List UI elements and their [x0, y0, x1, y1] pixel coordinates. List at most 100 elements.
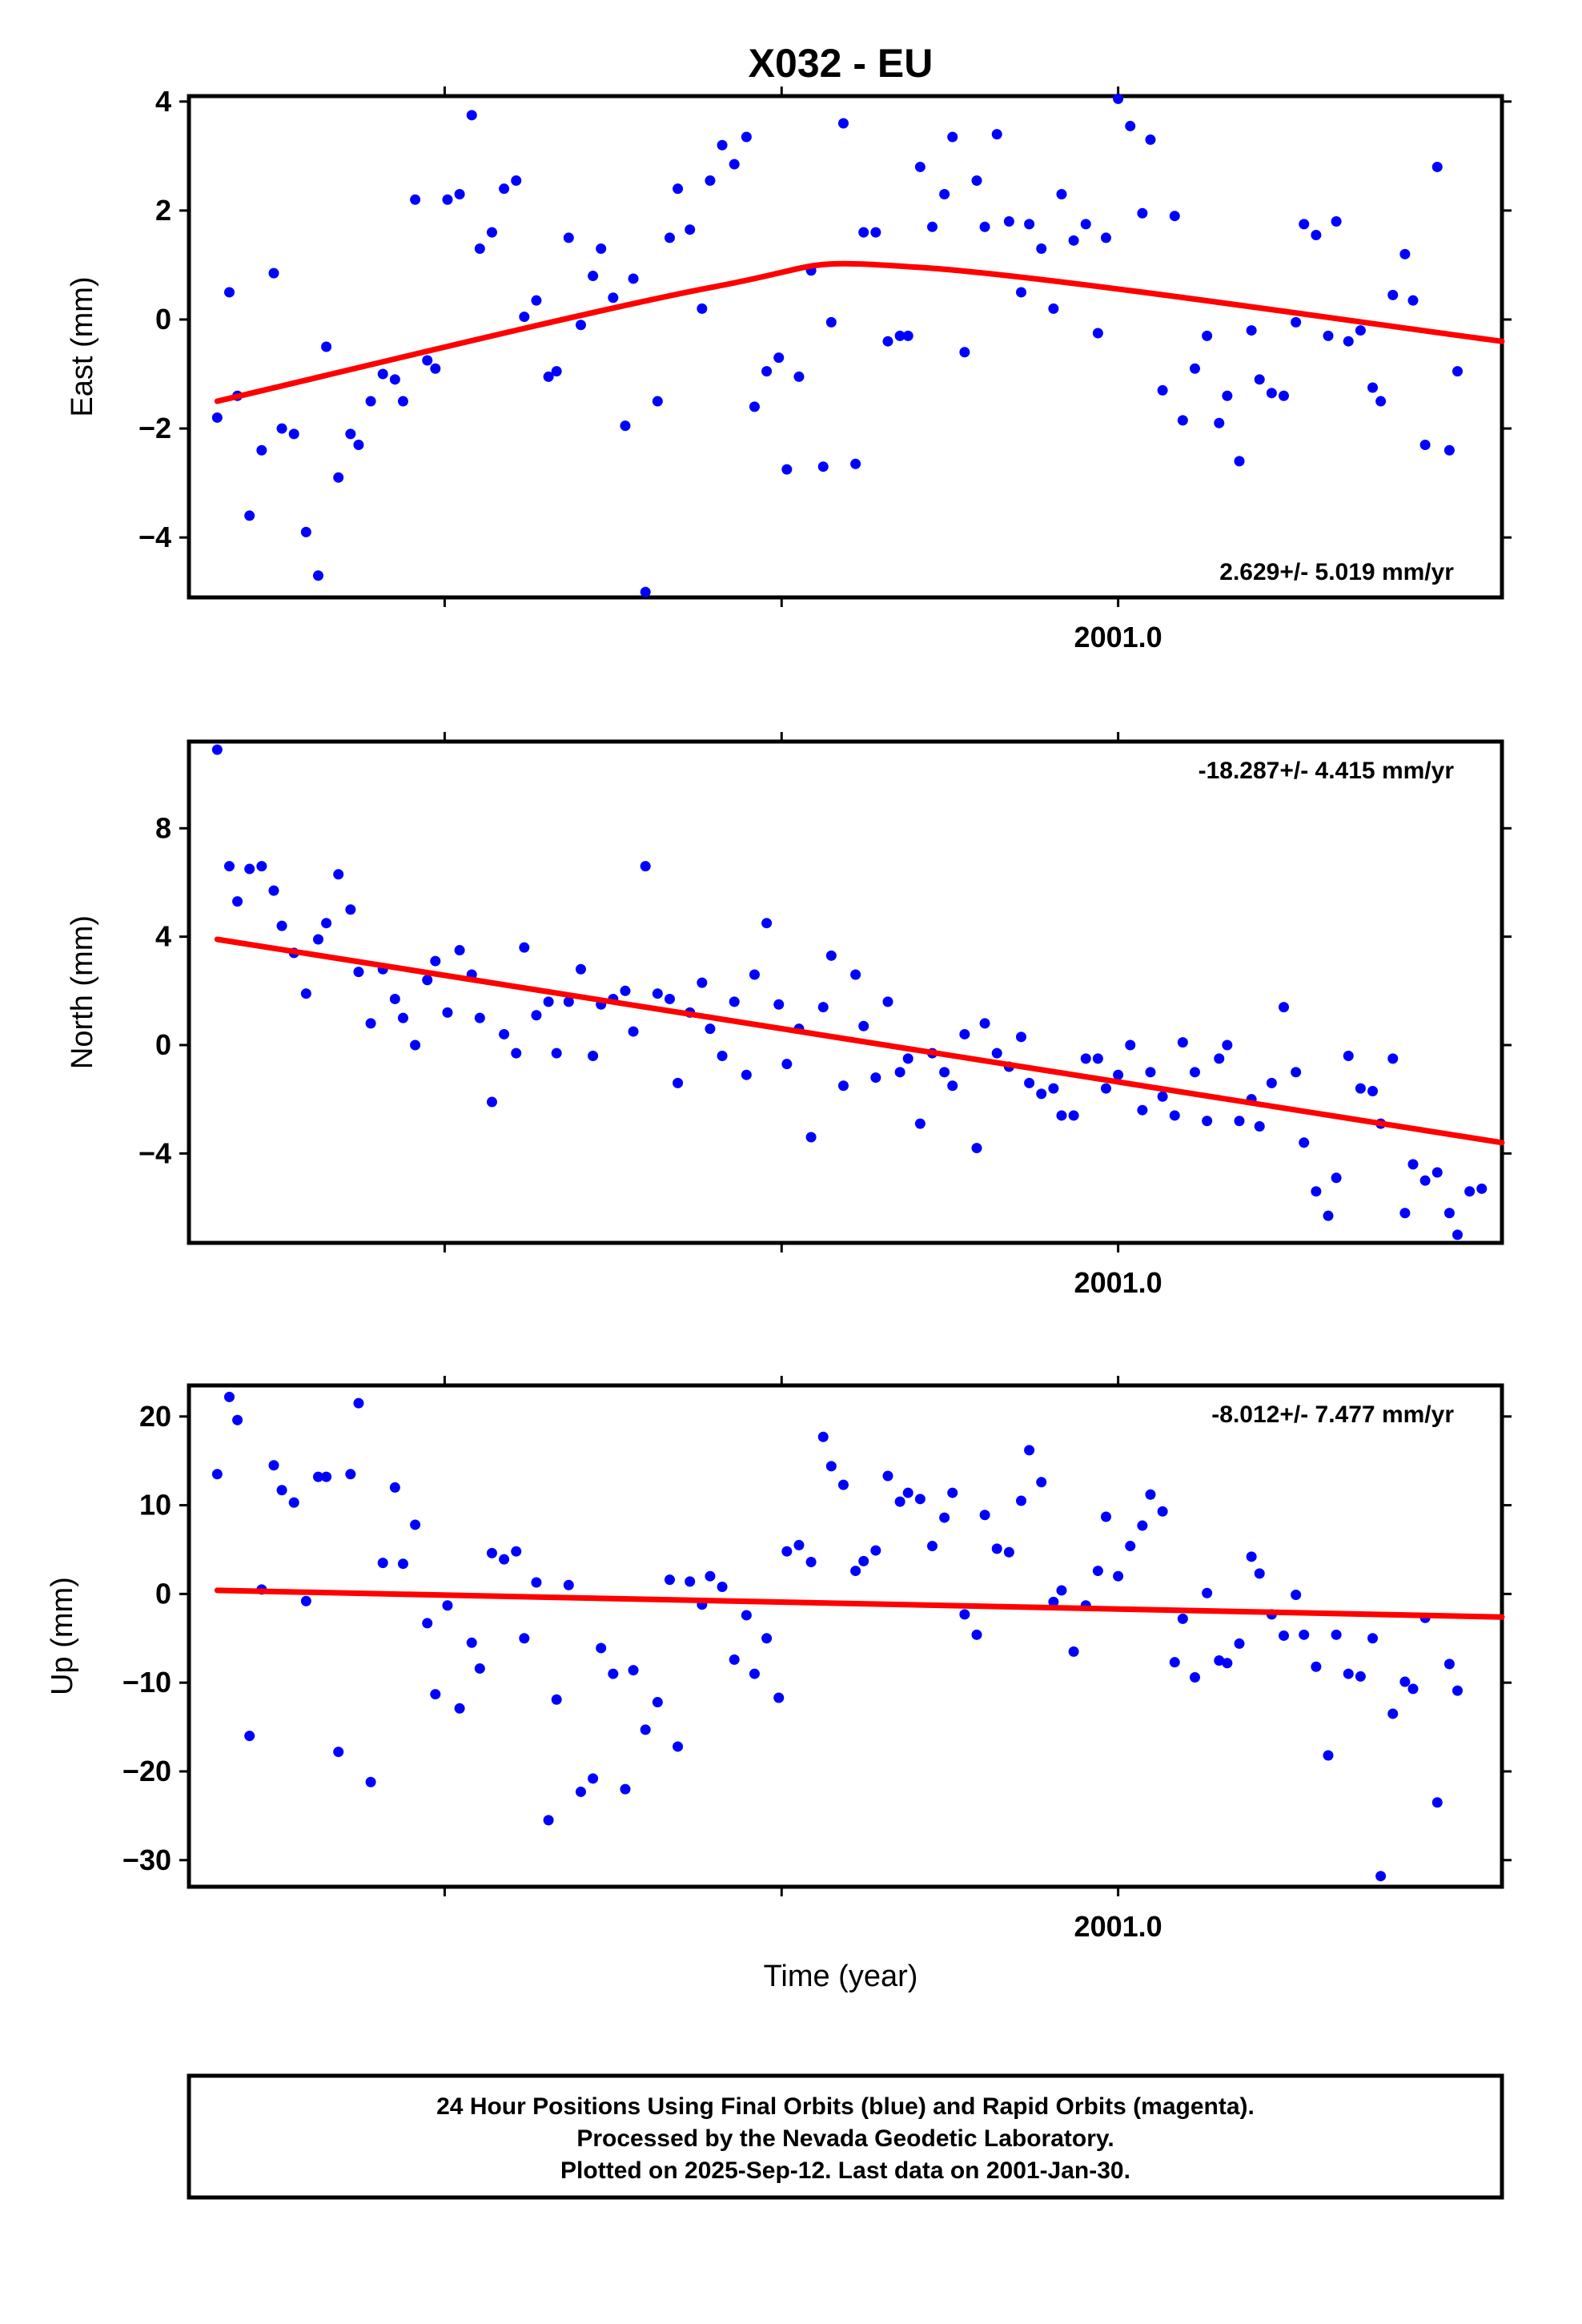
east-data-point — [1443, 444, 1455, 456]
up-data-point — [353, 1397, 364, 1409]
up-data-point — [979, 1510, 990, 1521]
north-data-point — [1464, 1186, 1476, 1197]
north-x-tick-label: 2001.0 — [1074, 1266, 1162, 1299]
up-data-point — [858, 1555, 869, 1566]
north-data-point — [741, 1069, 752, 1080]
east-data-point — [454, 188, 465, 199]
east-y-axis-label: East (mm) — [66, 276, 99, 416]
east-data-point — [959, 347, 970, 358]
east-data-point — [1367, 382, 1379, 393]
east-plot-frame — [187, 94, 1504, 600]
up-data-point — [825, 1461, 837, 1472]
east-data-point — [365, 396, 376, 407]
north-data-point — [1279, 1002, 1290, 1013]
up-data-point — [345, 1469, 356, 1480]
east-data-point — [717, 139, 728, 151]
east-data-point — [1407, 295, 1419, 306]
east-data-point — [276, 423, 287, 434]
up-data-point — [211, 1469, 223, 1480]
east-data-point — [1355, 325, 1366, 336]
up-data-point — [971, 1629, 982, 1640]
north-data-point — [1113, 1069, 1124, 1080]
up-data-point — [1048, 1596, 1059, 1607]
up-data-point — [817, 1431, 829, 1442]
up-data-point — [1202, 1587, 1213, 1598]
up-data-point — [749, 1668, 760, 1679]
up-data-point — [511, 1546, 522, 1557]
east-data-point — [1222, 390, 1233, 401]
up-data-point — [926, 1541, 938, 1552]
east-data-point — [1157, 384, 1168, 396]
east-data-point — [575, 320, 586, 331]
north-data-point — [1311, 1186, 1322, 1197]
up-data-point — [454, 1703, 465, 1714]
east-data-point — [1113, 93, 1124, 104]
north-data-point — [1343, 1051, 1354, 1062]
east-data-point — [300, 526, 311, 537]
up-data-point — [837, 1479, 849, 1490]
north-data-point — [268, 885, 279, 896]
up-data-point — [575, 1786, 586, 1797]
north-rate-annotation: -18.287+/- 4.415 mm/yr — [1199, 758, 1455, 784]
north-data-point — [1367, 1086, 1379, 1097]
up-data-point — [685, 1576, 696, 1587]
north-data-point — [300, 988, 311, 999]
north-y-tick-label: 0 — [155, 1028, 171, 1061]
east-data-point — [741, 131, 752, 143]
east-data-point — [1399, 248, 1411, 259]
east-data-point — [1189, 363, 1200, 374]
north-data-point — [1137, 1104, 1148, 1116]
up-data-point — [410, 1519, 421, 1530]
up-y-axis-label: Up (mm) — [46, 1577, 79, 1695]
east-data-point — [474, 243, 485, 255]
north-data-point — [1048, 1083, 1059, 1094]
up-data-point — [1056, 1585, 1067, 1596]
north-data-point — [1222, 1039, 1233, 1051]
north-data-point — [312, 934, 323, 945]
east-data-point — [1169, 211, 1180, 222]
north-data-point — [430, 955, 441, 967]
east-data-point — [551, 366, 562, 377]
north-data-point — [442, 1007, 453, 1018]
up-data-point — [1234, 1638, 1245, 1649]
up-data-point — [1355, 1671, 1366, 1682]
east-data-point — [1056, 188, 1067, 199]
up-data-point — [1254, 1568, 1265, 1579]
up-data-point — [232, 1414, 243, 1425]
east-data-point — [499, 183, 510, 195]
east-data-point — [773, 352, 785, 364]
up-data-point — [1145, 1489, 1156, 1500]
east-data-point — [837, 118, 849, 129]
north-data-point — [365, 1018, 376, 1029]
up-data-point — [244, 1731, 255, 1742]
north-data-point — [1266, 1077, 1277, 1088]
north-data-point — [1399, 1208, 1411, 1219]
north-data-point — [1355, 1083, 1366, 1094]
east-data-point — [1100, 232, 1111, 243]
east-data-point — [430, 363, 441, 374]
east-data-point — [1266, 388, 1277, 399]
up-data-point — [773, 1692, 785, 1703]
up-data-point — [1367, 1633, 1379, 1644]
east-data-point — [652, 396, 663, 407]
north-data-point — [276, 920, 287, 931]
east-data-point — [1452, 366, 1463, 377]
east-data-point — [345, 428, 356, 440]
east-data-point — [628, 273, 639, 284]
up-data-point — [1100, 1511, 1111, 1522]
north-y-tick-label: 8 — [155, 811, 171, 844]
up-data-point — [991, 1543, 1002, 1554]
up-data-point — [640, 1724, 651, 1735]
north-data-point — [1452, 1229, 1463, 1240]
east-data-point — [749, 401, 760, 412]
north-y-axis-label: North (mm) — [66, 915, 99, 1069]
north-data-point — [620, 985, 631, 996]
up-data-point — [223, 1391, 235, 1402]
east-data-point — [377, 368, 388, 380]
up-data-point — [729, 1654, 740, 1665]
north-data-point — [991, 1047, 1002, 1059]
north-data-point — [1476, 1183, 1488, 1194]
east-data-point — [321, 341, 332, 352]
north-data-point — [321, 918, 332, 929]
north-data-point — [519, 942, 530, 953]
